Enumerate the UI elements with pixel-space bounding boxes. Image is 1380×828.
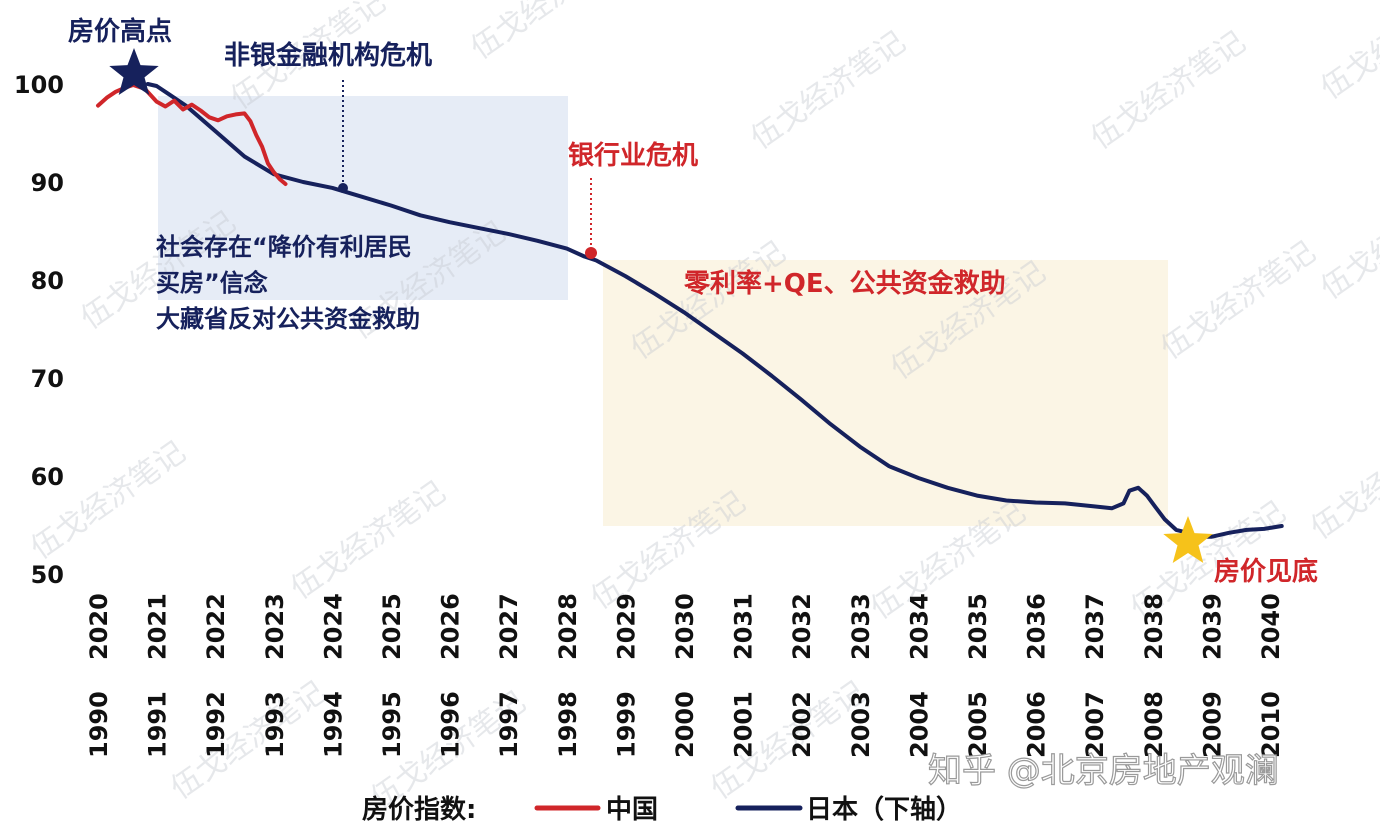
x-bottom-tick-label: 1993 — [261, 691, 289, 758]
x-top-tick-label: 2022 — [202, 593, 230, 660]
x-axis-top-ticks: 2020 2021 2022 2023 2024 2025 2026 2027 2028 2029… — [85, 593, 1285, 660]
x-top-tick-label: 2021 — [144, 593, 172, 660]
x-bottom-tick-label: 1994 — [319, 691, 347, 758]
x-top-tick-label: 2027 — [495, 593, 523, 660]
y-tick-label: 60 — [31, 463, 64, 491]
watermark-text: 伍戈经济笔记 — [1315, 175, 1380, 307]
annotation-zero-rate: 零利率+QE、公共资金救助 — [684, 268, 1006, 299]
x-top-tick-label: 2037 — [1081, 593, 1109, 660]
x-top-tick-label: 2033 — [847, 593, 875, 660]
watermark-text: 伍戈经济笔记 — [285, 475, 453, 607]
x-bottom-tick-label: 1996 — [437, 691, 465, 758]
annotation-belief-line3: 大藏省反对公共资金救助 — [156, 305, 420, 333]
x-bottom-tick-label: 2000 — [671, 691, 699, 758]
yellow-shaded-region — [603, 260, 1168, 526]
watermark-text: 伍戈经济笔记 — [1155, 235, 1323, 367]
x-bottom-tick-label: 2010 — [1257, 691, 1285, 758]
y-axis-ticks: 50 60 70 80 90 100 — [14, 71, 64, 589]
x-top-tick-label: 2039 — [1198, 593, 1226, 660]
annotation-belief-line2: 买房”信念 — [156, 269, 268, 297]
x-top-tick-label: 2023 — [261, 593, 289, 660]
x-bottom-tick-label: 1990 — [85, 691, 113, 758]
x-bottom-tick-label: 1991 — [144, 691, 172, 758]
x-top-tick-label: 2029 — [612, 593, 640, 660]
y-tick-label: 50 — [31, 561, 64, 589]
x-top-tick-label: 2040 — [1257, 593, 1285, 660]
x-bottom-tick-label: 2004 — [905, 691, 933, 758]
x-bottom-tick-label: 2006 — [1023, 691, 1051, 758]
x-top-tick-label: 2026 — [437, 593, 465, 660]
bottom-star-icon — [1163, 516, 1213, 563]
annotation-belief-line1: 社会存在“降价有利居民 — [156, 233, 412, 261]
legend-title: 房价指数: — [362, 795, 476, 825]
y-tick-label: 80 — [31, 267, 64, 295]
watermark-text: 伍戈经济笔记 — [25, 435, 193, 567]
x-axis-bottom-ticks: 1990 1991 1992 1993 1994 1995 1996 1997 1998 1999… — [85, 691, 1285, 758]
watermark-text: 伍戈经济笔记 — [1085, 25, 1253, 157]
watermark-text: 伍戈经济笔记 — [465, 0, 633, 67]
y-tick-label: 90 — [31, 169, 64, 197]
x-bottom-tick-label: 2008 — [1140, 691, 1168, 758]
x-top-tick-label: 2036 — [1023, 593, 1051, 660]
watermark-text: 伍戈经济笔记 — [165, 675, 333, 807]
x-top-tick-label: 2028 — [554, 593, 582, 660]
source-watermark: 知乎 @北京房地产观澜 — [928, 751, 1279, 791]
annotation-peak: 房价高点 — [68, 16, 172, 47]
annotation-nonbank-crisis: 非银金融机构危机 — [224, 40, 432, 71]
y-tick-label: 100 — [14, 71, 64, 99]
annotation-bank-crisis: 银行业危机 — [568, 140, 698, 171]
watermark-text: 伍戈经济笔记 — [1315, 0, 1380, 107]
x-top-tick-label: 2038 — [1140, 593, 1168, 660]
x-bottom-tick-label: 1992 — [202, 691, 230, 758]
watermark-text: 伍戈经济笔记 — [745, 25, 913, 157]
y-tick-label: 70 — [31, 365, 64, 393]
x-bottom-tick-label: 2002 — [788, 691, 816, 758]
x-bottom-tick-label: 1999 — [612, 691, 640, 758]
x-bottom-tick-label: 1997 — [495, 691, 523, 758]
x-top-tick-label: 2025 — [378, 593, 406, 660]
x-top-tick-label: 2035 — [964, 593, 992, 660]
legend-label-china: 中国 — [606, 795, 658, 825]
legend-label-japan: 日本（下轴） — [806, 795, 962, 825]
x-bottom-tick-label: 2005 — [964, 691, 992, 758]
x-top-tick-label: 2024 — [319, 593, 347, 660]
x-top-tick-label: 2032 — [788, 593, 816, 660]
nonbank-crisis-marker-dot — [338, 183, 348, 193]
watermark-text: 伍戈经济笔记 — [1305, 415, 1380, 547]
x-bottom-tick-label: 1998 — [554, 691, 582, 758]
peak-star-icon — [109, 48, 159, 95]
x-bottom-tick-label: 2007 — [1081, 691, 1109, 758]
x-bottom-tick-label: 1995 — [378, 691, 406, 758]
x-top-tick-label: 2020 — [85, 593, 113, 660]
x-bottom-tick-label: 2003 — [847, 691, 875, 758]
x-top-tick-label: 2030 — [671, 593, 699, 660]
x-bottom-tick-label: 2009 — [1198, 691, 1226, 758]
annotation-bottom: 房价见底 — [1214, 556, 1318, 587]
x-top-tick-label: 2031 — [730, 593, 758, 660]
bank-crisis-marker-dot — [585, 247, 597, 259]
x-top-tick-label: 2034 — [905, 593, 933, 660]
x-bottom-tick-label: 2001 — [730, 691, 758, 758]
